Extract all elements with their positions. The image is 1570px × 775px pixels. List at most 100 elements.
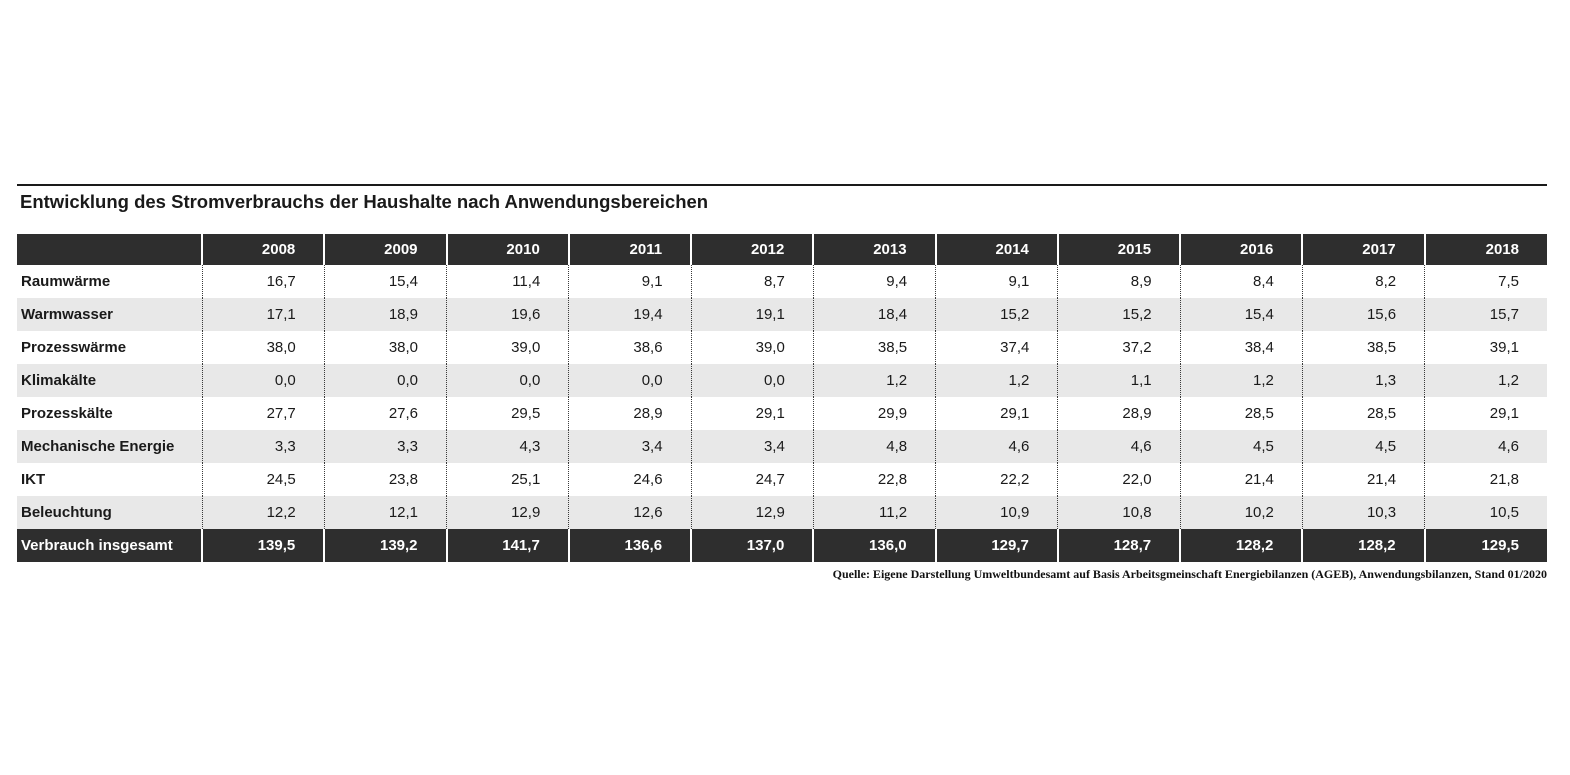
value-cell: 9,1 [568, 265, 692, 298]
top-rule-divider [17, 184, 1547, 186]
value-cell: 27,7 [201, 397, 325, 430]
table-row: IKT 24,5 23,8 25,1 24,6 24,7 22,8 22,2 22,0 21,4 2… [17, 463, 1547, 496]
value-cell: 3,4 [690, 430, 814, 463]
table-row: Prozesskälte 27,7 27,6 29,5 28,9 29,1 29,9 29,1… [17, 397, 1547, 430]
value-cell: 0,0 [568, 364, 692, 397]
value-cell: 22,8 [812, 463, 936, 496]
total-value-cell: 141,7 [445, 529, 569, 562]
value-cell: 12,1 [323, 496, 447, 529]
row-label-cell: Warmwasser [21, 306, 113, 323]
value-cell: 22,0 [1057, 463, 1181, 496]
value-cell: 29,1 [1424, 397, 1547, 430]
source-note: Quelle: Eigene Darstellung Umweltbundesa… [832, 567, 1547, 581]
value-cell: 28,9 [568, 397, 692, 430]
value-cell: 29,1 [935, 397, 1058, 430]
value-cell: 15,2 [935, 298, 1058, 331]
row-label-cell: Mechanische Energie [21, 438, 175, 455]
consumption-table: 2008 2009 2010 2011 2012 2013 2014 2015 2016 2017… [17, 234, 1547, 562]
value-cell: 15,6 [1301, 298, 1425, 331]
figure-container: Entwicklung des Stromverbrauchs der Haus… [17, 184, 1547, 582]
value-cell: 10,5 [1424, 496, 1547, 529]
table-row: Prozesswärme 38,0 38,0 39,0 38,6 39,0 38,5 37,4… [17, 331, 1547, 364]
value-cell: 25,1 [446, 463, 569, 496]
total-value-cell: 139,5 [200, 529, 325, 562]
total-label-cell: Verbrauch insgesamt [21, 537, 173, 554]
value-cell: 38,6 [568, 331, 692, 364]
value-cell: 8,9 [1057, 265, 1181, 298]
value-cell: 17,1 [201, 298, 325, 331]
year-header-cell: 2015 [1056, 234, 1181, 265]
value-cell: 38,0 [323, 331, 447, 364]
value-cell: 1,3 [1301, 364, 1425, 397]
value-cell: 15,4 [1179, 298, 1303, 331]
year-header-cell: 2011 [567, 234, 692, 265]
year-header-cell: 2014 [934, 234, 1058, 265]
row-label-cell: Prozesswärme [21, 339, 127, 356]
table-row: Mechanische Energie 3,3 3,3 4,3 3,4 3,4 4,8 4,6… [17, 430, 1547, 463]
value-cell: 22,2 [935, 463, 1058, 496]
value-cell: 21,8 [1424, 463, 1547, 496]
value-cell: 38,5 [1301, 331, 1425, 364]
value-cell: 28,9 [1057, 397, 1181, 430]
value-cell: 0,0 [446, 364, 569, 397]
value-cell: 39,1 [1424, 331, 1547, 364]
value-cell: 15,2 [1057, 298, 1181, 331]
value-cell: 0,0 [690, 364, 814, 397]
value-cell: 39,0 [446, 331, 569, 364]
value-cell: 7,5 [1424, 265, 1547, 298]
value-cell: 16,7 [201, 265, 325, 298]
value-cell: 19,4 [568, 298, 692, 331]
total-value-cell: 136,0 [812, 529, 936, 562]
row-label-cell: Raumwärme [21, 273, 111, 290]
table-row: Klimakälte 0,0 0,0 0,0 0,0 0,0 1,2 1,2 1,1 1,2 1,3… [17, 364, 1547, 397]
value-cell: 24,5 [201, 463, 325, 496]
value-cell: 12,2 [201, 496, 325, 529]
value-cell: 28,5 [1301, 397, 1425, 430]
table-row: Raumwärme 16,7 15,4 11,4 9,1 8,7 9,4 9,1 8,9 8,4 8… [17, 265, 1547, 298]
value-cell: 38,5 [812, 331, 936, 364]
value-cell: 24,6 [568, 463, 692, 496]
value-cell: 37,2 [1057, 331, 1181, 364]
value-cell: 1,1 [1057, 364, 1181, 397]
value-cell: 1,2 [1179, 364, 1303, 397]
value-cell: 15,7 [1424, 298, 1547, 331]
value-cell: 9,1 [935, 265, 1058, 298]
total-value-cell: 137,0 [690, 529, 814, 562]
value-cell: 4,5 [1301, 430, 1425, 463]
year-header-cell: 2017 [1301, 234, 1425, 265]
table-footer: Verbrauch insgesamt 139,5 139,2 141,7 136,6 1… [17, 529, 1547, 562]
value-cell: 38,4 [1179, 331, 1303, 364]
value-cell: 12,9 [690, 496, 814, 529]
figure-title: Entwicklung des Stromverbrauchs der Haus… [20, 191, 709, 212]
value-cell: 1,2 [1424, 364, 1547, 397]
value-cell: 10,8 [1057, 496, 1181, 529]
value-cell: 11,4 [446, 265, 569, 298]
value-cell: 3,3 [201, 430, 325, 463]
value-cell: 9,4 [812, 265, 936, 298]
value-cell: 0,0 [323, 364, 447, 397]
year-header-cell: 2013 [812, 234, 936, 265]
year-header-cell: 2008 [200, 234, 325, 265]
value-cell: 12,6 [568, 496, 692, 529]
value-cell: 15,4 [323, 265, 447, 298]
value-cell: 29,1 [690, 397, 814, 430]
value-cell: 27,6 [323, 397, 447, 430]
value-cell: 1,2 [812, 364, 936, 397]
value-cell: 12,9 [446, 496, 569, 529]
value-cell: 29,9 [812, 397, 936, 430]
total-value-cell: 128,7 [1056, 529, 1181, 562]
value-cell: 8,4 [1179, 265, 1303, 298]
table-header-row: 2008 2009 2010 2011 2012 2013 2014 2015 2016 2017… [17, 234, 1547, 265]
value-cell: 4,8 [812, 430, 936, 463]
total-value-cell: 128,2 [1179, 529, 1303, 562]
value-cell: 23,8 [323, 463, 447, 496]
year-header-cell: 2012 [690, 234, 814, 265]
value-cell: 4,6 [935, 430, 1058, 463]
row-label-cell: IKT [21, 471, 46, 488]
value-cell: 0,0 [201, 364, 325, 397]
row-label-cell: Prozesskälte [21, 405, 113, 422]
total-value-cell: 128,2 [1301, 529, 1425, 562]
value-cell: 10,9 [935, 496, 1058, 529]
total-value-cell: 129,5 [1423, 529, 1547, 562]
value-cell: 8,7 [690, 265, 814, 298]
